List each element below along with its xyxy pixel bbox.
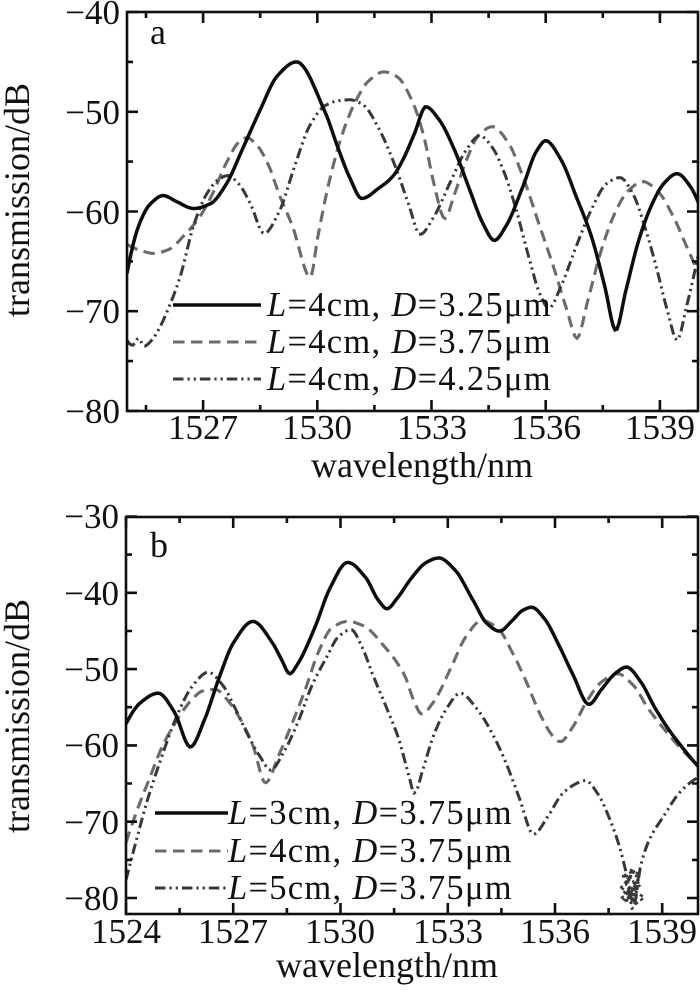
svg-text:1530: 1530	[305, 912, 375, 951]
svg-text:−30: −30	[64, 497, 119, 536]
svg-text:−70: −70	[65, 292, 120, 331]
svg-text:−50: −50	[65, 93, 120, 132]
svg-text:1530: 1530	[282, 408, 352, 447]
svg-text:1527: 1527	[198, 912, 268, 951]
svg-text:L=4cm, D=4.25μm: L=4cm, D=4.25μm	[266, 360, 552, 398]
svg-text:a: a	[150, 12, 166, 52]
svg-text:wavelength/nm: wavelength/nm	[276, 945, 498, 985]
svg-text:1524: 1524	[91, 912, 161, 951]
svg-text:wavelength/nm: wavelength/nm	[311, 445, 533, 485]
svg-text:1539: 1539	[627, 912, 697, 951]
svg-text:−80: −80	[65, 392, 120, 431]
svg-text:L=4cm, D=3.75μm: L=4cm, D=3.75μm	[266, 323, 552, 361]
svg-text:L=4cm, D=3.75μm: L=4cm, D=3.75μm	[227, 832, 513, 870]
svg-text:1539: 1539	[625, 408, 695, 447]
svg-text:1536: 1536	[511, 408, 581, 447]
svg-text:−70: −70	[64, 803, 119, 842]
svg-text:transmission/dB: transmission/dB	[0, 83, 37, 317]
svg-text:b: b	[150, 525, 168, 565]
svg-text:−60: −60	[65, 193, 120, 232]
svg-text:1527: 1527	[168, 408, 238, 447]
svg-text:1533: 1533	[397, 408, 467, 447]
svg-text:−40: −40	[65, 0, 120, 32]
svg-text:−40: −40	[64, 574, 119, 613]
svg-text:−60: −60	[64, 726, 119, 765]
svg-text:1533: 1533	[413, 912, 483, 951]
svg-text:1536: 1536	[520, 912, 590, 951]
svg-text:−80: −80	[64, 879, 119, 918]
svg-text:−50: −50	[64, 650, 119, 689]
svg-text:transmission/dB: transmission/dB	[0, 599, 37, 833]
svg-text:L=3cm, D=3.75μm: L=3cm, D=3.75μm	[227, 794, 513, 832]
svg-text:L=4cm, D=3.25μm: L=4cm, D=3.25μm	[266, 286, 552, 324]
svg-text:L=5cm, D=3.75μm: L=5cm, D=3.75μm	[227, 869, 513, 907]
